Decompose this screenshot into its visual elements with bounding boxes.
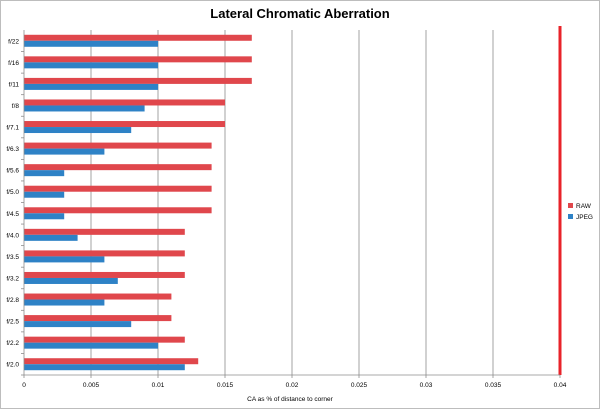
y-tick-label: f/4.5 [6,211,19,218]
bars-layer [24,26,562,375]
x-tick-label: 0 [22,382,26,389]
bar-jpeg [24,148,105,155]
bar-jpeg [24,191,65,198]
bar-raw [24,293,172,300]
bar-jpeg [24,62,158,69]
y-tick-label: f/2.5 [6,319,19,326]
bar-jpeg [24,256,105,263]
bar-raw [24,207,212,214]
bar-raw [24,315,172,322]
bar-jpeg [24,40,158,47]
bar-jpeg [24,342,158,349]
bar-raw [24,34,252,41]
legend-label-raw: RAW [576,203,592,210]
bar-jpeg [24,299,105,306]
y-tick-label: f/3.5 [6,254,19,261]
y-tick-label: f/5.6 [6,168,19,175]
bar-jpeg [24,234,78,241]
bar-jpeg [24,105,145,112]
bar-raw [24,336,185,343]
y-tick-label: f/4.0 [6,232,19,239]
bar-jpeg [24,321,132,328]
legend-label-jpeg: JPEG [576,214,593,221]
bar-raw [24,56,252,63]
legend-swatch-jpeg [568,214,573,219]
bar-raw [24,121,225,128]
chart-title: Lateral Chromatic Aberration [210,6,389,21]
x-axis-label: CA as % of distance to corner [247,396,333,403]
bar-raw [24,142,212,149]
bar-jpeg [24,364,185,371]
bar-jpeg [24,213,65,220]
bar-jpeg [24,83,158,90]
x-tick-label: 0.005 [83,382,100,389]
x-tick-label: 0.04 [554,382,567,389]
y-tick-label: f/22 [8,38,19,45]
bar-raw [24,185,212,192]
y-tick-label: f/8 [12,103,20,110]
bar-jpeg [24,170,65,177]
y-tick-label: f/7.1 [6,125,19,132]
y-tick-label: f/2.2 [6,340,19,347]
bar-jpeg [24,277,118,284]
x-tick-label: 0.03 [420,382,433,389]
y-tick-label: f/16 [8,60,19,67]
legend-swatch-raw [568,203,573,208]
bar-raw [24,164,212,171]
y-tick-label: f/3.2 [6,275,19,282]
bar-jpeg [24,127,132,134]
bar-raw [24,271,185,278]
legend: RAW JPEG [568,203,593,221]
y-tick-label: f/2.8 [6,297,19,304]
x-tick-label: 0.01 [152,382,165,389]
x-tick-label: 0.035 [485,382,502,389]
x-tick-label: 0.025 [351,382,368,389]
y-tick-label: f/11 [9,81,20,88]
bar-raw [24,250,185,257]
x-tick-label: 0.02 [286,382,299,389]
bar-raw [24,77,252,84]
y-tick-label: f/6.3 [6,146,19,153]
bar-raw [24,228,185,235]
axis-layer: 0 0.005 0.01 0.015 0.02 0.025 0.03 0.035 0.04 f/2… [6,30,567,389]
y-tick-label: f/2.0 [6,362,19,369]
bar-raw [24,99,225,106]
bar-raw [24,358,199,365]
y-tick-label: f/5.0 [6,189,19,196]
x-tick-label: 0.015 [217,382,234,389]
